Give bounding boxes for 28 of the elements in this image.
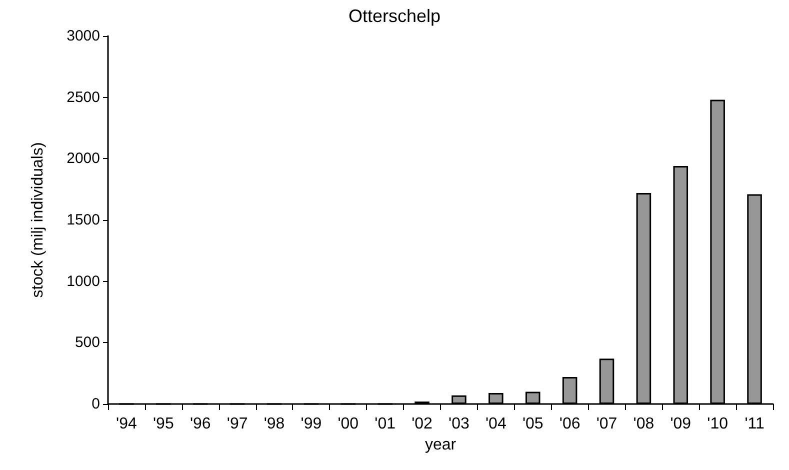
y-tick-label: 2000 [66, 150, 100, 168]
x-axis-title: year [424, 436, 457, 454]
x-tick-label: '02 [412, 416, 433, 432]
chart-title: Otterschelp [348, 6, 441, 26]
y-tick-label: 1000 [66, 272, 100, 290]
x-tick-label: '01 [374, 416, 396, 432]
x-tick-label: '95 [152, 416, 174, 432]
y-axis-title: stock (milj individuals) [30, 142, 46, 298]
y-tick-label: 500 [74, 334, 100, 352]
x-tick-label: '99 [300, 416, 322, 432]
x-tick-label: '10 [707, 416, 728, 432]
x-tick-label: '97 [226, 416, 248, 432]
x-tick-label: '04 [485, 416, 506, 432]
x-tick-label: '03 [448, 416, 470, 432]
x-tick-label: '96 [190, 416, 211, 432]
x-tick-label: '09 [670, 416, 692, 432]
x-tick-label: '08 [633, 416, 654, 432]
x-tick-label: '00 [338, 416, 359, 432]
x-tick-label: '98 [264, 416, 285, 432]
x-tick-label: '05 [522, 416, 544, 432]
x-tick-label: '94 [116, 416, 137, 432]
y-tick-label: 3000 [66, 28, 100, 44]
x-tick-label: '07 [596, 416, 618, 432]
y-tick-label: 2500 [66, 88, 100, 106]
y-tick-label: 0 [92, 396, 100, 412]
y-tick-label: 1500 [66, 212, 100, 228]
x-tick-label: '11 [744, 416, 764, 432]
x-tick-label: '06 [559, 416, 580, 432]
